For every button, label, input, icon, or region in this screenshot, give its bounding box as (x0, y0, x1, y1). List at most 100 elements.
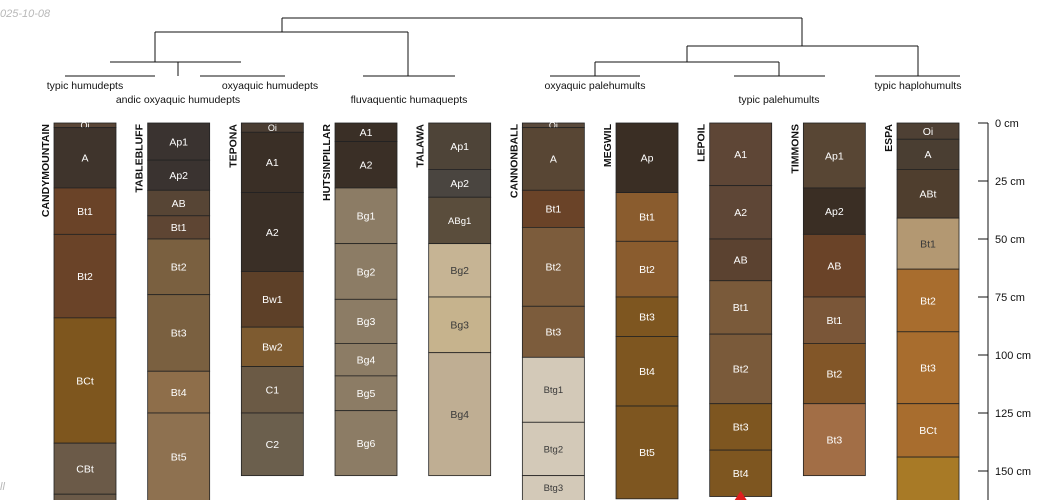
soil-profile: Ap Bt1 Bt2 Bt3 Bt4 Bt5 MEGWIL (602, 122, 679, 500)
depth-tick-label: 25 cm (995, 176, 1025, 188)
taxon-label: typic palehumults (738, 94, 819, 106)
horizon-label: Bt2 (639, 264, 655, 276)
profile-name: CANNONBALL (508, 123, 520, 198)
horizon-label: A2 (266, 227, 279, 239)
horizon (521, 189, 585, 228)
horizon (709, 238, 773, 282)
horizon (802, 403, 866, 477)
horizon-label: Bg6 (357, 438, 376, 450)
horizon-label: Btg1 (544, 385, 564, 396)
horizon-label: Bt4 (639, 366, 655, 378)
horizon-label: Bg4 (357, 354, 376, 366)
horizon-label: Bt4 (171, 387, 187, 399)
horizon (521, 356, 585, 423)
horizon-label: Bw2 (262, 342, 283, 354)
horizon-label: Ap2 (825, 206, 844, 218)
taxon-label: oxyaquic palehumults (545, 80, 646, 92)
taxa-labels: typic humudepts andic oxyaquic humudepts o… (47, 80, 962, 106)
soil-profile: Ap1 Ap2 AB Bt1 Bt2 Bt3 TIMMONS (789, 122, 866, 477)
soil-profile: Oi A Bt1 Bt2 Bt3 Btg1 Btg2 Btg3 CANNONBALL (508, 121, 585, 500)
horizon (802, 122, 866, 189)
horizon-label: Bg4 (450, 409, 469, 421)
horizon (709, 185, 773, 240)
horizon-label: C1 (266, 385, 280, 397)
horizon (709, 122, 773, 187)
horizon (521, 127, 585, 191)
taxon-label: typic humudepts (47, 80, 123, 92)
depth-tick-label: 75 cm (995, 292, 1025, 304)
horizon-label: Bt1 (639, 212, 655, 224)
horizon-label: Bt3 (733, 422, 749, 434)
horizon (53, 317, 117, 444)
horizon-label: Bt3 (920, 363, 936, 375)
horizon (428, 196, 492, 245)
horizon-label: A (925, 149, 932, 161)
horizon (802, 342, 866, 405)
horizon (428, 352, 492, 477)
horizon-label: Bt5 (639, 447, 655, 459)
horizon-label: Bg3 (357, 316, 376, 328)
horizon-label: Bt5 (171, 451, 187, 463)
horizon (521, 475, 585, 500)
horizon-label: Oi (549, 121, 558, 131)
horizon-label: Ap1 (825, 150, 844, 162)
horizon (334, 375, 398, 412)
horizon (53, 233, 117, 319)
horizon-label: Ap1 (169, 136, 188, 148)
soil-profile: Oi A Bt1 Bt2 BCt CBt CANDYMOUNTAIN (40, 121, 117, 500)
horizon (334, 141, 398, 189)
horizon (240, 271, 304, 328)
horizon (615, 405, 679, 500)
horizon (147, 189, 211, 217)
horizon (615, 192, 679, 242)
horizon-label: Bt1 (171, 222, 187, 234)
horizon-label: A2 (360, 160, 373, 172)
depth-axis: 0 cm 25 cm 50 cm 75 cm 100 cm 125 cm 150 cm (978, 118, 1031, 500)
horizon-label: Oi (81, 121, 90, 131)
profile-name: MEGWIL (602, 123, 614, 167)
soil-profiles: Oi A Bt1 Bt2 BCt CBt CANDYMOUNTAIN Ap1 Ap2 AB Bt1 B… (40, 121, 960, 500)
taxon-label: andic oxyaquic humudepts (116, 94, 240, 106)
soil-profile: A1 A2 AB Bt1 Bt2 Bt3 Bt4 LEPOIL (696, 122, 773, 497)
horizon-label: Bt2 (826, 368, 842, 380)
profile-name: TABLEBLUFF (134, 123, 146, 192)
horizon-label: Bt2 (920, 295, 936, 307)
profile-name: LEPOIL (696, 123, 708, 162)
horizon-label: Ap (641, 153, 654, 165)
horizon-label: Bg2 (450, 265, 469, 277)
horizon-label: Bt1 (545, 204, 561, 216)
date-stamp: 025-10-08 (0, 8, 51, 20)
profile-name: TEPONA (227, 124, 239, 168)
horizon-label: AB (734, 255, 748, 267)
horizon (147, 159, 211, 191)
horizon (240, 366, 304, 414)
horizon (802, 187, 866, 235)
corner-note: ll (0, 481, 5, 493)
horizon (147, 412, 211, 500)
horizon-label: Bt1 (77, 206, 93, 218)
horizon-label: Oi (268, 123, 277, 133)
soil-profile: Ap1 Ap2 AB Bt1 Bt2 Bt3 Bt4 Bt5 TABLEBLUFF (134, 122, 211, 500)
horizon (896, 217, 960, 270)
horizon (53, 442, 117, 495)
horizon-label: C2 (266, 439, 280, 451)
soil-profile: Oi A1 A2 Bw1 Bw2 C1 C2 TEPONA (227, 122, 304, 477)
horizon-label: Bt2 (171, 262, 187, 274)
horizon-label: BCt (919, 425, 937, 437)
horizon (615, 240, 679, 298)
horizon (53, 127, 117, 189)
horizon-label: AB (827, 260, 841, 272)
horizon-label: A (550, 154, 557, 166)
horizon-label: Btg3 (544, 483, 564, 494)
horizon-label: Bg1 (357, 211, 376, 223)
depth-tick-label: 0 cm (995, 118, 1019, 130)
horizon (896, 138, 960, 170)
horizon (428, 243, 492, 298)
horizon-label: Bt2 (77, 271, 93, 283)
horizon (709, 280, 773, 335)
horizon-label: Ap2 (450, 178, 469, 190)
horizon (240, 131, 304, 193)
horizon (896, 268, 960, 333)
horizon-label: Bg3 (450, 320, 469, 332)
